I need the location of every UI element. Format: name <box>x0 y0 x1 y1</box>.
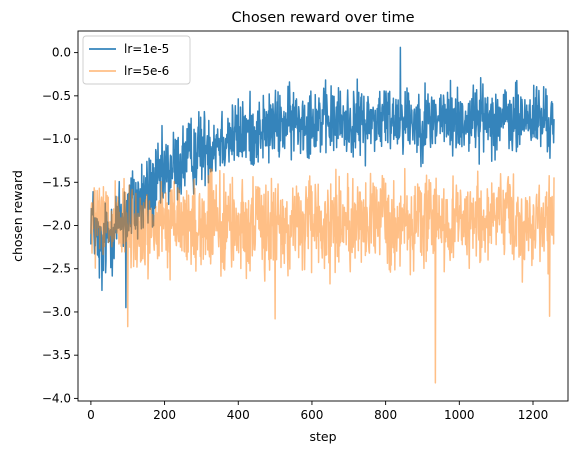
y-tick-label: 0.0 <box>52 46 71 60</box>
y-tick-label: −1.5 <box>42 175 71 189</box>
y-tick-label: −0.5 <box>42 89 71 103</box>
x-tick-label: 600 <box>300 408 323 422</box>
x-axis-label: step <box>309 429 336 444</box>
x-tick-label: 1000 <box>444 408 475 422</box>
x-tick-label: 1200 <box>518 408 549 422</box>
x-axis: 0 200 400 600 800 1000 1200 <box>87 401 548 422</box>
y-tick-label: −2.5 <box>42 262 71 276</box>
legend-label-lr-5e-6: lr=5e-6 <box>124 64 169 78</box>
x-tick-label: 0 <box>87 408 95 422</box>
y-tick-label: −1.0 <box>42 132 71 146</box>
x-tick-label: 200 <box>153 408 176 422</box>
x-tick-label: 800 <box>374 408 397 422</box>
series-line-lr-5e-6 <box>90 167 555 384</box>
y-tick-label: −4.0 <box>42 391 71 405</box>
y-axis: 0.0 −0.5 −1.0 −1.5 −2.0 −2.5 −3.0 −3.5 −4.0 <box>42 46 78 405</box>
x-tick-label: 400 <box>227 408 250 422</box>
plot-area <box>90 46 555 384</box>
legend: lr=1e-5 lr=5e-6 <box>82 35 191 85</box>
y-tick-label: −3.0 <box>42 305 71 319</box>
y-tick-label: −3.5 <box>42 348 71 362</box>
plot-frame <box>77 30 569 402</box>
y-axis-label: chosen reward <box>10 170 25 262</box>
legend-box <box>82 35 191 85</box>
y-tick-label: −2.0 <box>42 219 71 233</box>
legend-label-lr-1e-5: lr=1e-5 <box>124 42 169 56</box>
chart-title: Chosen reward over time <box>232 10 415 26</box>
series-line-lr-1e-5 <box>90 46 555 309</box>
